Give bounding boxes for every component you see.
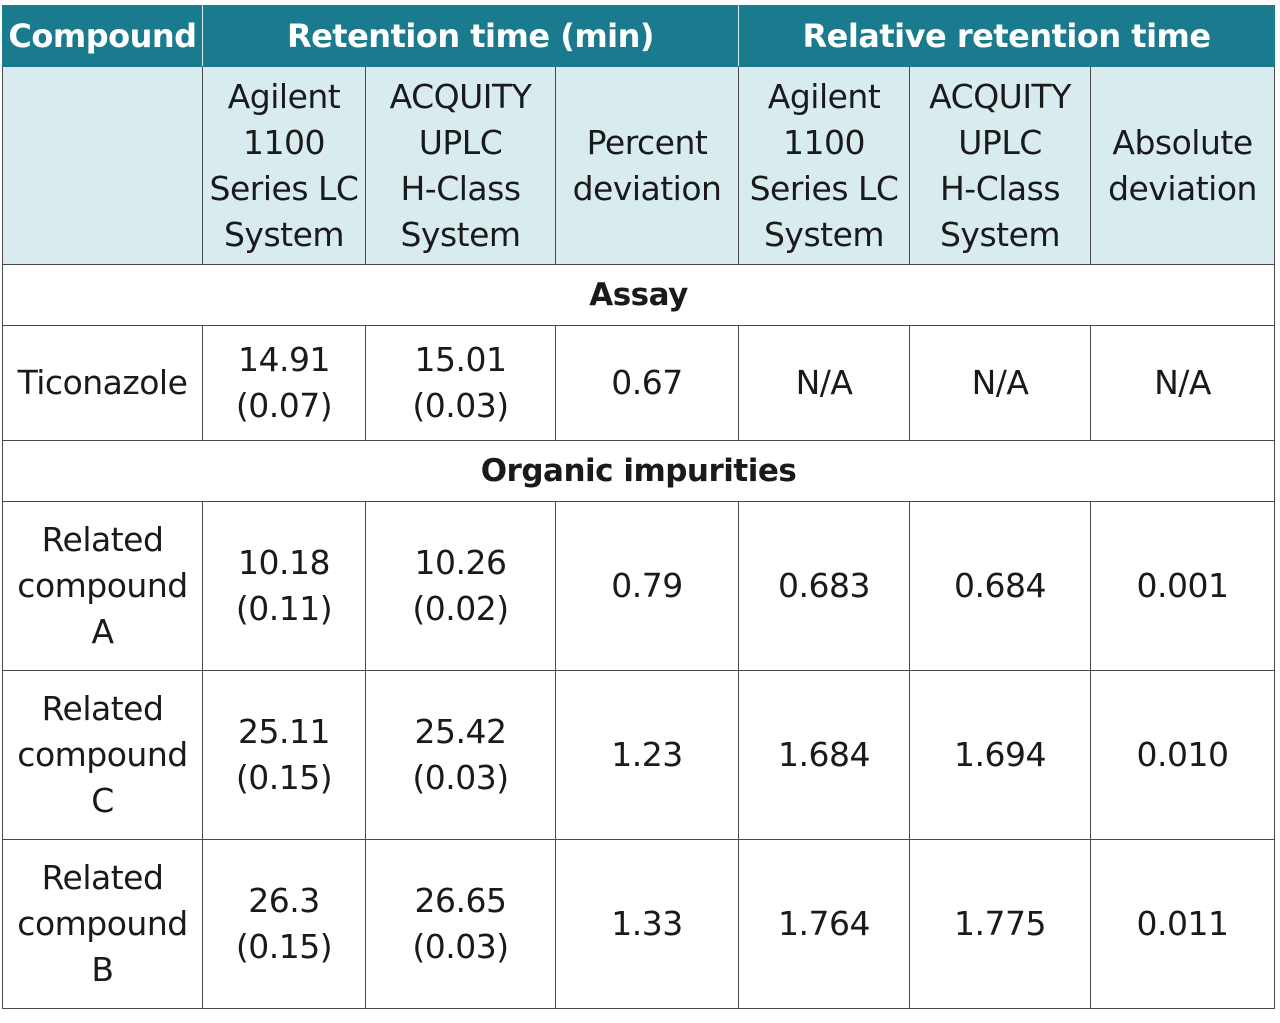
header-relative-retention-time: Relative retention time — [738, 5, 1276, 67]
absolute-deviation-cell: 0.001 — [1090, 501, 1276, 671]
cell-line: (0.03) — [412, 386, 509, 425]
percent-deviation-cell: 1.33 — [554, 839, 740, 1009]
compound-cell: Related compound A — [2, 501, 203, 671]
cell-line: Related — [41, 520, 164, 559]
section-assay-label: Assay — [1, 264, 1276, 326]
cell-line: (0.03) — [412, 927, 509, 966]
agilent-rrt-cell: 0.683 — [738, 501, 911, 671]
cell-line: (0.11) — [235, 589, 333, 628]
cell-line: 25.11 — [238, 712, 330, 751]
cell-line: compound — [17, 566, 188, 605]
cell-line: Series LC — [209, 168, 359, 208]
section-organic-body: Organic impurities — [1, 440, 1276, 502]
subheader-acquity-rt: ACQUITY UPLC H-Class System — [365, 66, 556, 265]
agilent-rt-cell: 14.91 (0.07) — [202, 325, 366, 441]
cell-line: ACQUITY — [929, 76, 1071, 116]
cell-line: UPLC — [418, 122, 503, 162]
cell-line: ACQUITY — [389, 76, 532, 116]
subheader-percent-deviation: Percent deviation — [554, 66, 740, 265]
acquity-rt-cell: 10.26 (0.02) — [365, 501, 556, 671]
cell-line: Series LC — [749, 168, 899, 208]
top-header-row: Compound Retention time (min) Relative r… — [2, 5, 1276, 67]
impurity-rows: Related compound A 10.18 (0.11) 10.26 (0.02) 0.… — [2, 501, 1276, 1009]
cell-line: C — [91, 781, 114, 820]
cell-line: Agilent — [227, 76, 341, 116]
subheader-agilent-rt: Agilent 1100 Series LC System — [202, 66, 366, 265]
cell-line: System — [763, 214, 885, 254]
agilent-rrt-cell: 1.684 — [738, 670, 911, 840]
acquity-rrt-cell: N/A — [909, 325, 1092, 441]
cell-line: H-Class — [939, 168, 1061, 208]
cell-line: System — [223, 214, 345, 254]
table-row: Related compound A 10.18 (0.11) 10.26 (0.02) 0.… — [2, 501, 1276, 671]
absolute-deviation-cell: N/A — [1090, 325, 1276, 441]
acquity-rrt-cell: 0.684 — [909, 501, 1092, 671]
cell-line: Related — [41, 689, 164, 728]
cell-line: 1100 — [243, 122, 325, 162]
cell-line: Related — [41, 858, 164, 897]
cell-line: (0.15) — [235, 758, 333, 797]
header-compound: Compound — [2, 5, 203, 67]
agilent-rt-cell: 25.11 (0.15) — [202, 670, 366, 840]
cell-line: H-Class — [400, 168, 521, 208]
table-body: Assay — [1, 264, 1276, 326]
cell-line: 26.65 — [414, 881, 507, 920]
agilent-rt-cell: 26.3 (0.15) — [202, 839, 366, 1009]
cell-line: (0.03) — [412, 758, 509, 797]
cell-line: A — [91, 612, 114, 651]
retention-time-table: Compound Retention time (min) Relative r… — [1, 5, 1276, 1009]
subheader-acquity-rrt: ACQUITY UPLC H-Class System — [909, 66, 1092, 265]
agilent-rrt-cell: 1.764 — [738, 839, 911, 1009]
cell-line: (0.07) — [235, 386, 333, 425]
compound-cell: Ticonazole — [2, 325, 203, 441]
absolute-deviation-cell: 0.011 — [1090, 839, 1276, 1009]
cell-line: 1100 — [783, 122, 865, 162]
acquity-rt-cell: 25.42 (0.03) — [365, 670, 556, 840]
cell-line: (0.02) — [412, 589, 509, 628]
compound-cell: Related compound B — [2, 839, 203, 1009]
cell-line: Absolute — [1112, 122, 1253, 162]
cell-line: B — [91, 950, 114, 989]
cell-line: 25.42 — [414, 712, 507, 751]
cell-line: deviation — [572, 168, 722, 208]
subheader-absolute-deviation: Absolute deviation — [1090, 66, 1276, 265]
sub-header-row: Agilent 1100 Series LC System ACQUITY UPLC H-… — [2, 66, 1276, 265]
section-assay-row: Assay — [1, 264, 1276, 326]
cell-line: System — [939, 214, 1061, 254]
acquity-rrt-cell: 1.775 — [909, 839, 1092, 1009]
cell-line: (0.15) — [235, 927, 333, 966]
absolute-deviation-cell: 0.010 — [1090, 670, 1276, 840]
percent-deviation-cell: 1.23 — [554, 670, 740, 840]
cell-line: 15.01 — [414, 340, 507, 379]
cell-line: Agilent — [767, 76, 881, 116]
cell-line: compound — [17, 735, 188, 774]
cell-line: 14.91 — [238, 340, 330, 379]
percent-deviation-cell: 0.79 — [554, 501, 740, 671]
agilent-rrt-cell: N/A — [738, 325, 911, 441]
acquity-rt-cell: 26.65 (0.03) — [365, 839, 556, 1009]
assay-rows: Ticonazole 14.91 (0.07) 15.01 (0.03) 0.67 N/A N… — [2, 325, 1276, 441]
cell-line: 10.26 — [414, 543, 507, 582]
header-retention-time: Retention time (min) — [201, 5, 740, 67]
cell-line: 26.3 — [248, 881, 320, 920]
subheader-empty — [2, 66, 203, 265]
subheader-agilent-rrt: Agilent 1100 Series LC System — [738, 66, 911, 265]
cell-line: Ticonazole — [17, 363, 188, 402]
acquity-rt-cell: 15.01 (0.03) — [365, 325, 556, 441]
cell-line: UPLC — [958, 122, 1042, 162]
cell-line: System — [400, 214, 521, 254]
cell-line: 10.18 — [238, 543, 330, 582]
cell-line: compound — [17, 904, 188, 943]
table-row: Related compound C 25.11 (0.15) 25.42 (0.03) 1.… — [2, 670, 1276, 840]
compound-cell: Related compound C — [2, 670, 203, 840]
percent-deviation-cell: 0.67 — [554, 325, 740, 441]
section-organic-impurities-row: Organic impurities — [1, 440, 1276, 502]
cell-line: deviation — [1108, 168, 1257, 208]
section-organic-impurities-label: Organic impurities — [1, 440, 1276, 502]
table-row: Ticonazole 14.91 (0.07) 15.01 (0.03) 0.67 N/A N… — [2, 325, 1276, 441]
cell-line: Percent — [586, 122, 708, 162]
agilent-rt-cell: 10.18 (0.11) — [202, 501, 366, 671]
acquity-rrt-cell: 1.694 — [909, 670, 1092, 840]
table-row: Related compound B 26.3 (0.15) 26.65 (0.03) 1.3… — [2, 839, 1276, 1009]
